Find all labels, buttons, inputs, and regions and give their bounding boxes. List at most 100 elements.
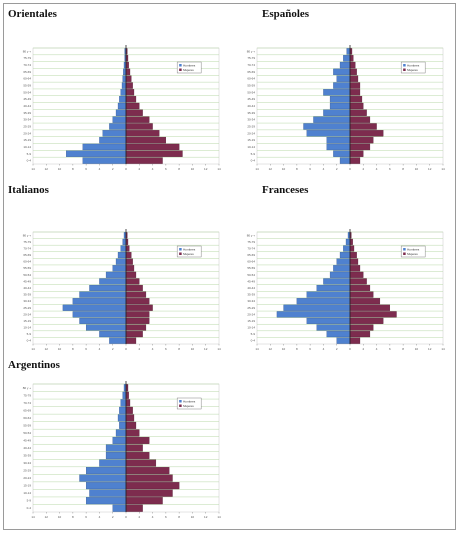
age-tick-label: 10-14 xyxy=(247,145,255,149)
bar-hombres xyxy=(122,391,127,399)
bar-mujeres xyxy=(125,436,150,444)
bar-hombres xyxy=(339,157,351,164)
bar-hombres xyxy=(122,75,127,82)
x-tick-label: 4 xyxy=(323,167,325,171)
x-tick-label: 12 xyxy=(204,515,208,519)
bar-hombres xyxy=(85,497,127,505)
legend-swatch-mujeres xyxy=(179,68,182,71)
x-tick-label: 12 xyxy=(269,167,273,171)
bar-hombres xyxy=(303,123,351,130)
x-tick-label: 14 xyxy=(31,347,35,351)
x-tick-label: 12 xyxy=(269,347,273,351)
bar-mujeres xyxy=(125,252,132,259)
x-tick-label: 4 xyxy=(323,347,325,351)
legend-label-hombres: Hombres xyxy=(183,248,196,252)
x-tick-label: 10 xyxy=(58,347,62,351)
bar-hombres xyxy=(276,311,351,318)
bar-mujeres xyxy=(125,68,131,76)
age-tick-label: 30-34 xyxy=(23,461,31,465)
x-tick-label: 8 xyxy=(178,167,180,171)
x-tick-label: 2 xyxy=(362,347,364,351)
bar-mujeres xyxy=(125,298,150,305)
legend-swatch-mujeres xyxy=(403,68,406,71)
x-tick-label: 8 xyxy=(296,347,298,351)
age-tick-label: 45-49 xyxy=(23,438,31,442)
bar-mujeres xyxy=(125,102,140,110)
bar-mujeres xyxy=(349,265,361,272)
x-tick-label: 0 xyxy=(349,347,351,351)
x-tick-label: 6 xyxy=(389,347,391,351)
x-tick-label: 2 xyxy=(336,167,338,171)
bar-hombres xyxy=(122,238,127,245)
bar-hombres xyxy=(336,258,351,265)
bar-hombres xyxy=(316,284,351,292)
age-tick-label: 30-34 xyxy=(23,118,31,122)
bar-hombres xyxy=(119,96,127,103)
x-tick-label: 2 xyxy=(138,167,140,171)
age-tick-label: 65-69 xyxy=(247,70,255,74)
bar-mujeres xyxy=(349,130,384,137)
legend-box xyxy=(400,61,426,74)
bar-mujeres xyxy=(125,96,137,103)
x-tick-label: 6 xyxy=(309,347,311,351)
x-tick-label: 10 xyxy=(191,347,195,351)
x-tick-label: 14 xyxy=(441,167,445,171)
bar-hombres xyxy=(316,324,351,331)
bar-hombres xyxy=(119,406,127,414)
pyramid-chart-argentinos: 0-4 5-9 10-14 15-19 20-24 25-29 30-34 35-39 40-4… xyxy=(23,381,221,519)
bar-hombres xyxy=(345,238,351,245)
x-tick-label: 4 xyxy=(99,347,101,351)
legend-swatch-mujeres xyxy=(179,252,182,255)
bar-mujeres xyxy=(125,143,180,151)
bar-mujeres xyxy=(125,311,150,318)
bar-hombres xyxy=(313,116,351,123)
x-tick-label: 0 xyxy=(125,167,127,171)
bar-hombres xyxy=(79,291,127,298)
age-tick-label: 30-34 xyxy=(247,118,255,122)
bar-mujeres xyxy=(125,123,153,130)
bar-mujeres xyxy=(125,136,167,144)
age-tick-label: 40-44 xyxy=(23,446,31,450)
x-tick-label: 10 xyxy=(191,515,195,519)
bar-mujeres xyxy=(349,324,374,331)
bar-mujeres xyxy=(125,414,135,422)
bar-mujeres xyxy=(125,245,130,252)
bar-hombres xyxy=(296,298,351,305)
bar-mujeres xyxy=(349,278,367,285)
x-tick-label: 8 xyxy=(178,515,180,519)
x-tick-label: 2 xyxy=(112,347,114,351)
age-tick-label: 35-39 xyxy=(23,111,31,115)
bar-mujeres xyxy=(125,467,170,475)
bar-hombres xyxy=(105,271,127,278)
pyramid-chart-franceses: 0-4 5-9 10-14 15-19 20-24 25-29 30-34 35-39 40-4… xyxy=(247,229,445,351)
bar-mujeres xyxy=(125,271,137,278)
bar-mujeres xyxy=(125,331,143,338)
age-tick-label: 65-69 xyxy=(23,253,31,257)
x-tick-label: 8 xyxy=(72,347,74,351)
age-tick-label: 35-39 xyxy=(23,454,31,458)
age-tick-label: 65-69 xyxy=(23,408,31,412)
bar-mujeres xyxy=(349,89,361,96)
bar-mujeres xyxy=(125,130,160,137)
bar-mujeres xyxy=(349,284,371,292)
bar-hombres xyxy=(105,452,127,460)
bar-mujeres xyxy=(125,444,143,452)
age-tick-label: 35-39 xyxy=(247,111,255,115)
bar-hombres xyxy=(72,311,127,318)
bar-mujeres xyxy=(349,337,361,344)
legend-label-mujeres: Mujeres xyxy=(407,68,418,72)
bar-mujeres xyxy=(125,421,137,429)
bar-hombres xyxy=(343,55,351,62)
age-tick-label: 60-64 xyxy=(247,260,255,264)
age-tick-label: 55-59 xyxy=(23,266,31,270)
bar-mujeres xyxy=(349,331,371,338)
age-tick-label: 20-24 xyxy=(23,312,31,316)
age-tick-label: 20-24 xyxy=(23,131,31,135)
x-tick-label: 6 xyxy=(389,167,391,171)
bar-hombres xyxy=(112,436,127,444)
x-tick-label: 4 xyxy=(152,167,154,171)
bar-hombres xyxy=(105,444,127,452)
bar-mujeres xyxy=(349,68,357,76)
x-tick-label: 2 xyxy=(138,347,140,351)
legend-box xyxy=(176,245,202,258)
